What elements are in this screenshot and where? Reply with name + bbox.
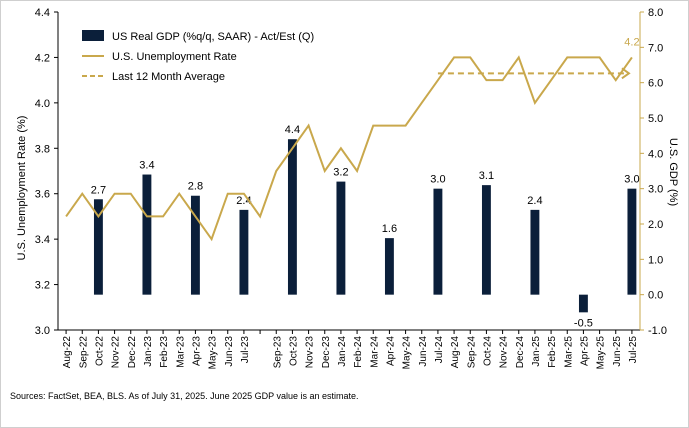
- legend-label-unemployment: U.S. Unemployment Rate: [112, 51, 237, 63]
- right-axis-tick-label: 8.0: [648, 7, 663, 19]
- gdp-bar: [336, 181, 346, 295]
- gdp-bar-label: 2.7: [91, 184, 106, 196]
- gdp-bar-label: -0.5: [574, 317, 593, 329]
- average-arrowhead: [621, 67, 631, 80]
- right-axis-tick-label: 4.0: [648, 148, 663, 160]
- gdp-bar-label: 3.4: [139, 160, 154, 172]
- left-axis-tick-label: 3.6: [35, 189, 50, 201]
- plot-area: 2.73.42.82.44.43.21.63.0 3.12.4-0.53.04.2: [65, 36, 640, 329]
- latest-unemployment-label: 4.2: [624, 36, 639, 48]
- gdp-bar-label: 1.6: [382, 223, 397, 235]
- gdp-bar: [384, 238, 394, 295]
- x-axis-tick-label: Jan-24: [337, 336, 348, 367]
- x-axis-tick-label: Sep-22: [78, 336, 89, 369]
- gdp-bar: [190, 195, 200, 295]
- x-axis-tick-label: Feb-23: [159, 336, 170, 368]
- right-axis-tick-label: 3.0: [648, 184, 663, 196]
- left-axis-tick-label: 4.4: [35, 7, 50, 19]
- legend-label-average: Last 12 Month Average: [112, 71, 225, 83]
- x-axis-tick-label: Sep-24: [466, 336, 477, 369]
- x-axis-tick-label: May-25: [596, 336, 607, 370]
- x-axis-tick-label: Dec-24: [515, 336, 526, 369]
- gdp-bar: [481, 185, 491, 295]
- x-axis-tick-label: Apr-23: [191, 336, 202, 366]
- x-axis-tick-label: Oct-24: [482, 336, 493, 366]
- gdp-bar: [530, 209, 540, 295]
- gdp-bar-label: 3.0: [624, 174, 639, 186]
- x-axis-tick-label: Aug-24: [450, 336, 461, 369]
- x-axis-tick-label: May-24: [402, 336, 413, 370]
- gdp-bar: [287, 139, 297, 295]
- gdp-bar-label: 2.4: [527, 195, 542, 207]
- x-axis-tick-label: Jun-23: [224, 336, 235, 367]
- unemployment-rate-line: [65, 55, 633, 242]
- gdp-bar: [142, 174, 152, 295]
- gdp-bar: [93, 199, 103, 295]
- right-axis-title: U.S. GDP (%): [667, 138, 679, 206]
- left-axis-tick-label: 3.0: [35, 325, 50, 337]
- gdp-bar: [433, 188, 443, 295]
- right-axis-tick-label: 0.0: [648, 290, 663, 302]
- right-axis-tick-label: 5.0: [648, 113, 663, 125]
- gdp-bar-label: 3.2: [333, 167, 348, 179]
- legend-swatch-gdp: [82, 30, 104, 41]
- left-axis-tick-label: 4.2: [35, 52, 50, 64]
- x-axis-tick-label: Jul-23: [240, 336, 251, 364]
- right-axis-tick-label: -1.0: [648, 325, 667, 337]
- x-axis-tick-label: Dec-23: [321, 336, 332, 369]
- legend-label-gdp: US Real GDP (%q/q, SAAR) - Act/Est (Q): [112, 31, 314, 43]
- left-axis-tick-label: 3.2: [35, 280, 50, 292]
- x-axis-tick-label: Jul-25: [628, 336, 639, 364]
- gdp-bar-label: 3.0: [430, 174, 445, 186]
- gdp-bar-label: 4.4: [285, 124, 300, 136]
- x-axis-tick-label: Nov-23: [305, 336, 316, 369]
- gdp-bar: [627, 188, 637, 295]
- x-axis-tick-label: Apr-24: [385, 336, 396, 366]
- gdp-bar: [578, 294, 588, 313]
- x-axis-tick-label: Jul-24: [434, 336, 445, 364]
- footer-source-note: Sources: FactSet, BEA, BLS. As of July 3…: [10, 391, 359, 401]
- x-axis-tick-label: Nov-22: [111, 336, 122, 369]
- x-axis-tick-label: Mar-25: [563, 336, 574, 368]
- x-axis-tick-label: Mar-23: [175, 336, 186, 368]
- gdp-bar-label: 2.8: [188, 181, 203, 193]
- x-axis-tick-label: Feb-24: [353, 336, 364, 368]
- x-axis-tick-label: Jan-25: [531, 336, 542, 367]
- x-axis-tick-label: Apr-25: [579, 336, 590, 366]
- axes: 3.0 3.2 3.4 3.6 3.8 4.0 4.2 4.4 -1.0 0.0 1.0 2.0 3.0…: [35, 7, 667, 369]
- x-axis-tick-label: Aug-22: [62, 336, 73, 369]
- left-axis-tick-label: 4.0: [35, 98, 50, 110]
- gdp-bar: [239, 209, 249, 295]
- gdp-bar-label: 3.1: [479, 170, 494, 182]
- x-axis-tick-label: Dec-22: [127, 336, 138, 369]
- left-axis-tick-label: 3.4: [35, 234, 50, 246]
- x-axis-tick-label: Oct-23: [288, 336, 299, 366]
- legend: US Real GDP (%q/q, SAAR) - Act/Est (Q) U.…: [82, 30, 314, 83]
- right-axis-tick-label: 6.0: [648, 78, 663, 90]
- right-axis-tick-label: 2.0: [648, 219, 663, 231]
- left-axis-tick-label: 3.8: [35, 143, 50, 155]
- x-axis-tick-label: Oct-22: [94, 336, 105, 366]
- x-axis-tick-label: May-23: [208, 336, 219, 370]
- x-axis-tick-label: Jun-24: [418, 336, 429, 367]
- x-axis-tick-label: Jun-25: [612, 336, 623, 367]
- right-axis-tick-label: 7.0: [648, 42, 663, 54]
- x-axis-tick-label: Nov-24: [499, 336, 510, 369]
- right-axis-tick-label: 1.0: [648, 254, 663, 266]
- x-axis-tick-label: Sep-23: [272, 336, 283, 369]
- left-axis-title: U.S. Unemployment Rate (%): [16, 116, 28, 261]
- x-axis-tick-label: Feb-25: [547, 336, 558, 368]
- x-axis-tick-label: Mar-24: [369, 336, 380, 368]
- x-axis-tick-label: Jan-23: [143, 336, 154, 367]
